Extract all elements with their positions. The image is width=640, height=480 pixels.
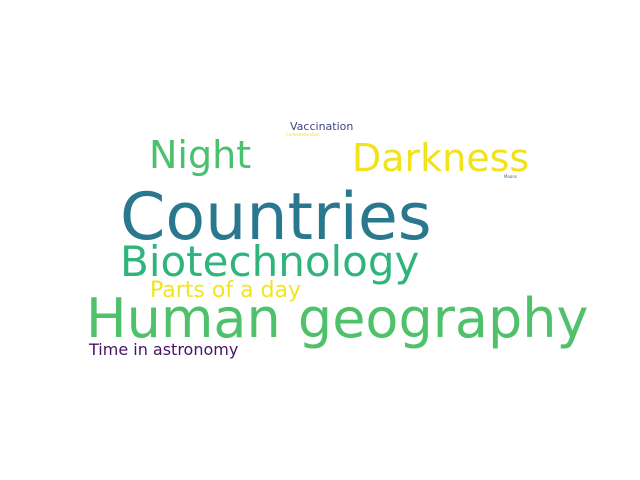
word-time-in-astronomy: Time in astronomy (89, 340, 239, 359)
word-commemoration: Commemoration (286, 132, 320, 137)
word-human-geography: Human geography (86, 287, 589, 350)
word-darkness: Darkness (352, 136, 530, 180)
word-biotechnology: Biotechnology (120, 237, 420, 286)
word-moons: Moons (504, 174, 517, 179)
word-countries: Countries (120, 180, 432, 255)
word-night: Night (149, 133, 252, 177)
word-parts-of-a-day: Parts of a day (150, 278, 302, 303)
word-vaccination: Vaccination (290, 120, 354, 133)
